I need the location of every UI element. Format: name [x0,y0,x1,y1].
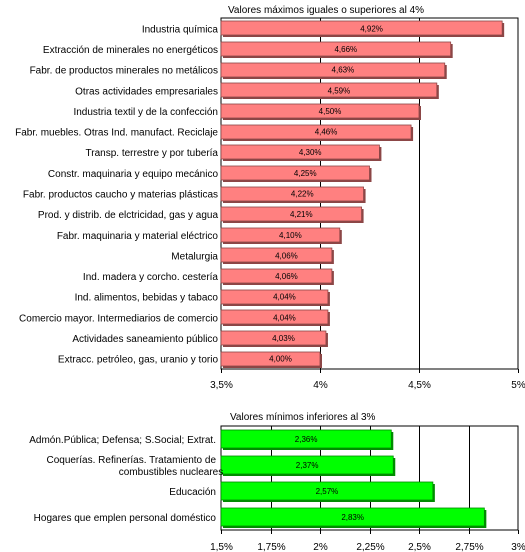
bar-max [220,20,503,36]
data-label-min: 2,83% [341,513,364,522]
bar-max [220,41,452,57]
category-label-max: Extracc. petróleo, gas, uranio y torio [58,355,219,366]
data-label-max: 4,10% [279,231,302,240]
category-label-max: Comercio mayor. Intermediarios de comerc… [19,313,218,324]
bar-max [220,103,420,119]
x-tick-label-max: 4% [313,380,328,391]
data-label-max: 4,06% [275,272,298,281]
data-label-min: 2,37% [296,461,319,470]
x-tick-label-min: 2% [313,542,328,552]
x-tick-label-min: 1,75% [257,542,285,552]
data-label-max: 4,92% [360,24,383,33]
bar-max [220,186,364,202]
data-label-max: 4,06% [275,251,298,260]
category-label-max: Fabr. de productos minerales no metálico… [30,66,218,77]
bar-max [220,144,380,160]
x-tick-label-max: 5% [511,380,525,391]
category-label-min: combustibles nucleares [119,467,224,478]
bar-min [220,507,485,527]
bar-max [220,351,321,367]
category-label-max: Otras actividades empresariales [75,86,218,97]
category-label-max: Actividades saneamiento público [72,334,218,345]
bar-max [220,330,327,346]
category-label-min: Hogares que emplen personal doméstico [34,513,217,524]
data-label-max: 4,66% [334,45,357,54]
category-label-max: Prod. y distrib. de elctricidad, gas y a… [38,210,219,221]
data-label-max: 4,63% [332,66,355,75]
chart-min: 1,5% 1,75% 2% 2,25% 2,5% 2,75% 3% 2,36% Admón.Pú… [29,425,525,552]
category-label-min: Admón.Pública; Defensa; S.Social; Extrat… [29,435,216,446]
chart-title-max: Valores máximos iguales o superiores al … [228,5,424,16]
category-label-max: Fabr. productos caucho y materias plásti… [23,190,218,201]
bar-max [220,268,333,284]
bar-min [220,481,434,501]
x-tick-label-min: 2,75% [455,542,483,552]
data-label-max: 4,22% [291,190,314,199]
data-label-max: 4,03% [272,334,295,343]
bar-min [220,455,394,475]
x-tick-label-min: 2,25% [356,542,384,552]
bar-max [220,227,341,243]
x-tick-label-max: 3,5% [210,380,233,391]
category-label-min: Educación [169,487,216,498]
data-label-max: 4,25% [294,169,317,178]
data-label-max: 4,46% [315,128,338,137]
chart-title-min: Valores mínimos inferiores al 3% [230,412,376,423]
bar-max [220,289,329,305]
bar-min [220,429,392,449]
bar-max [220,165,370,181]
bar-max [220,309,329,325]
category-label-max: Transp. terrestre y por tubería [86,148,219,159]
data-label-max: 4,00% [269,355,292,364]
category-label-max: Ind. madera y corcho. cestería [83,272,219,283]
bar-max [220,124,412,140]
chart-max: 3,5% 4% 4,5% 5% 4,92% Industria química 4,66% E… [15,17,525,391]
data-label-max: 4,21% [290,210,313,219]
data-label-max: 4,50% [319,107,342,116]
data-label-max: 4,30% [299,148,322,157]
data-label-min: 2,57% [316,487,339,496]
category-label-max: Extracción de minerales no energéticos [43,45,218,56]
x-tick-label-min: 3% [511,542,525,552]
data-label-max: 4,04% [273,293,296,302]
category-label-max: Metalurgia [171,251,218,262]
bar-max [220,82,438,98]
category-label-max: Industria textil y de la confección [73,107,218,118]
data-label-max: 4,04% [273,313,296,322]
data-label-min: 2,36% [295,435,318,444]
category-label-max: Fabr. maquinaria y material eléctrico [57,231,219,242]
data-label-max: 4,59% [328,86,351,95]
x-tick-label-max: 4,5% [408,380,431,391]
category-label-max: Fabr. muebles. Otras Ind. manufact. Reci… [15,128,218,139]
bar-max [220,62,446,78]
bar-max [220,247,333,263]
category-label-max: Constr. maquinaria y equipo mecánico [48,169,219,180]
x-tick-label-min: 2,5% [408,542,431,552]
category-label-max: Ind. alimentos, bebidas y tabaco [75,293,219,304]
bar-max [220,206,362,222]
category-label-min: Coquerías. Refinerías. Tratamiento de [46,455,216,466]
category-label-max: Industria química [142,24,219,35]
x-tick-label-min: 1,5% [210,542,233,552]
